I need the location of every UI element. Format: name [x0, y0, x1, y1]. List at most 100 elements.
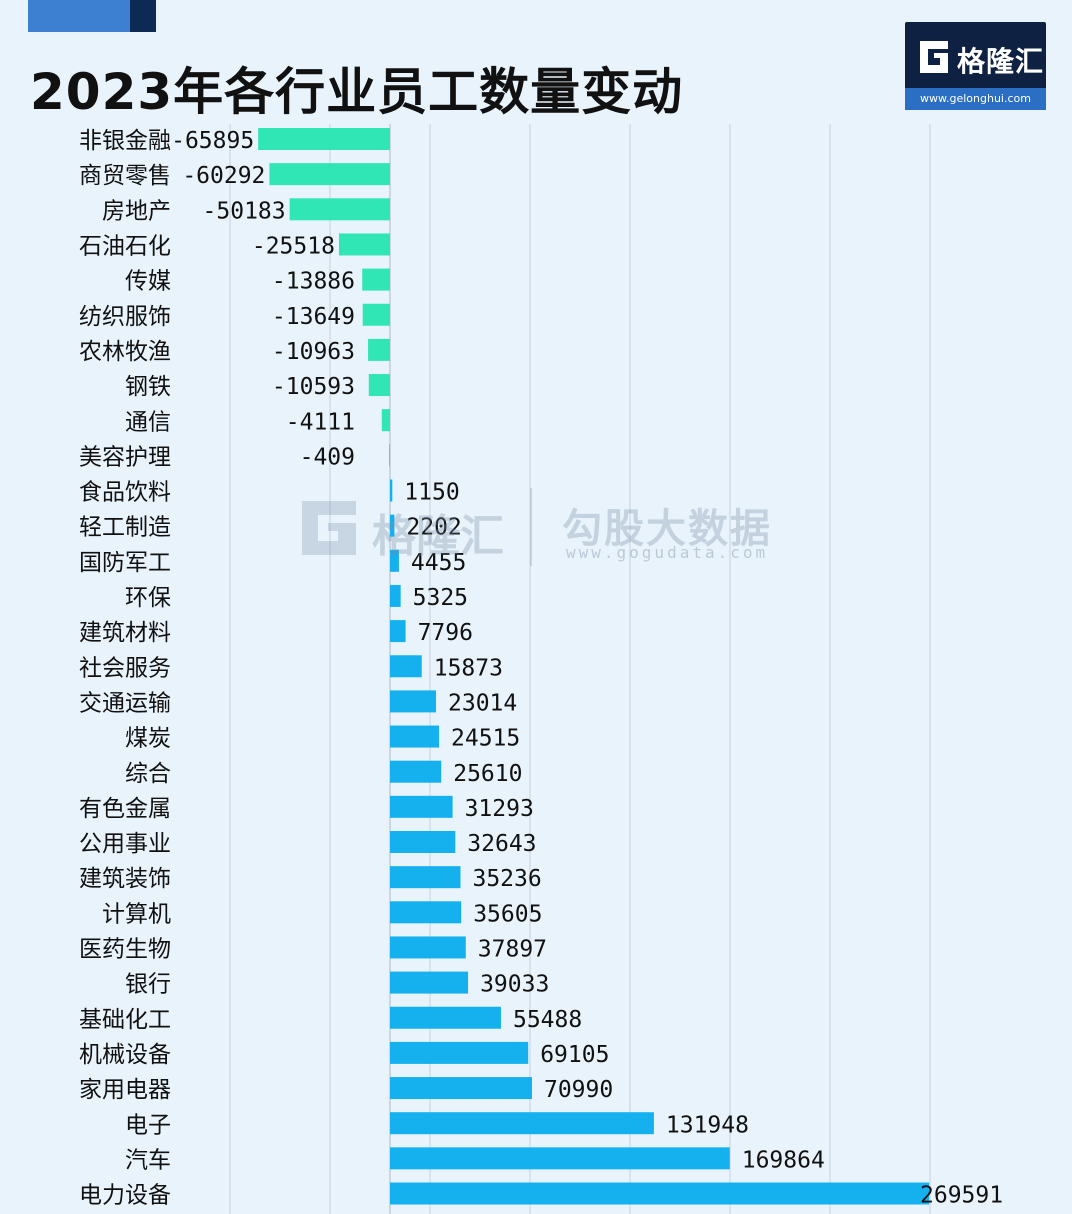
value-label: -13886 — [272, 269, 355, 295]
value-label: 70990 — [544, 1077, 613, 1103]
category-label: 公用事业 — [79, 831, 171, 857]
value-label: 4455 — [411, 550, 466, 576]
value-label: 25610 — [453, 761, 522, 787]
gelonghui-logo: 格隆汇 www.gelonghui.com — [905, 22, 1046, 110]
logo-url: www.gelonghui.com — [905, 88, 1046, 110]
bar-5 — [362, 268, 390, 291]
value-label: -50183 — [203, 198, 286, 224]
value-label: -4111 — [286, 409, 355, 435]
value-label: -10593 — [272, 374, 355, 400]
category-label: 交通运输 — [79, 690, 171, 716]
bar-17 — [390, 690, 437, 713]
bar-21 — [390, 831, 456, 853]
bar-7 — [368, 338, 390, 361]
category-label: 房地产 — [102, 198, 171, 224]
value-label: 15873 — [434, 655, 503, 681]
watermark-g-icon — [302, 501, 356, 555]
category-label: 社会服务 — [79, 655, 171, 681]
category-label: 综合 — [125, 761, 171, 787]
bar-10 — [389, 444, 390, 467]
bar-18 — [390, 725, 440, 748]
bar-11 — [390, 479, 393, 502]
value-label: 169864 — [742, 1147, 825, 1173]
value-label: 1150 — [404, 480, 459, 506]
value-label: 31293 — [465, 796, 534, 822]
bar-27 — [390, 1041, 529, 1064]
value-label: 23014 — [448, 690, 517, 716]
bar-31 — [390, 1182, 930, 1205]
value-label: 2202 — [406, 515, 461, 541]
category-label: 计算机 — [102, 901, 171, 927]
bar-2 — [269, 163, 390, 186]
bar-29 — [390, 1112, 654, 1135]
bar-3 — [289, 198, 390, 221]
bar-1 — [258, 128, 390, 150]
value-label: -10963 — [272, 339, 355, 365]
watermark-name: 格隆汇 — [372, 511, 504, 562]
value-label: -60292 — [182, 163, 265, 189]
chart-title: 2023年各行业员工数量变动 — [30, 63, 684, 121]
category-label: 银行 — [125, 972, 171, 998]
bar-24 — [390, 936, 466, 959]
category-label: 电子 — [125, 1112, 171, 1138]
value-label: -25518 — [252, 234, 335, 260]
category-label: 有色金属 — [79, 796, 171, 822]
bar-15 — [390, 620, 406, 643]
watermark-name-secondary: 勾股大数据 — [562, 506, 772, 552]
value-label: 32643 — [467, 831, 536, 857]
header-accent-bar-dark — [130, 0, 156, 32]
category-label: 传媒 — [125, 269, 171, 295]
value-label: -409 — [300, 444, 355, 470]
value-label: 7796 — [418, 620, 473, 646]
category-label: 石油石化 — [79, 234, 171, 260]
category-label: 通信 — [125, 409, 171, 435]
bar-16 — [390, 655, 422, 678]
watermark-divider — [530, 488, 532, 566]
bar-26 — [390, 1006, 501, 1029]
value-label: 35605 — [473, 901, 542, 927]
bar-14 — [390, 584, 401, 607]
category-label: 机械设备 — [79, 1042, 171, 1068]
category-label: 电力设备 — [79, 1183, 171, 1209]
value-label: 55488 — [513, 1007, 582, 1033]
category-label: 食品饮料 — [79, 480, 171, 506]
category-label: 家用电器 — [79, 1077, 171, 1103]
category-label: 钢铁 — [125, 374, 171, 400]
value-label: 69105 — [540, 1042, 609, 1068]
value-label: 24515 — [451, 726, 520, 752]
value-label: 39033 — [480, 972, 549, 998]
bar-22 — [390, 866, 461, 889]
category-label: 汽车 — [125, 1147, 171, 1173]
value-label: 35236 — [472, 866, 541, 892]
bar-25 — [390, 971, 469, 994]
bar-13 — [390, 549, 399, 572]
category-label: 医药生物 — [79, 937, 171, 963]
bar-28 — [390, 1077, 532, 1100]
category-label: 纺织服饰 — [79, 304, 171, 330]
logo-name: 格隆汇 — [957, 45, 1045, 78]
bar-30 — [390, 1147, 730, 1170]
category-label: 建筑材料 — [79, 620, 171, 646]
category-label: 农林牧渔 — [79, 339, 171, 365]
category-label: 美容护理 — [79, 444, 171, 470]
bar-23 — [390, 901, 462, 924]
value-label: -65895 — [171, 128, 254, 154]
bar-20 — [390, 795, 453, 818]
value-label: 131948 — [666, 1112, 749, 1138]
category-label: 煤炭 — [125, 726, 171, 752]
value-label: 269591 — [920, 1183, 1003, 1209]
category-label: 商贸零售 — [79, 163, 171, 189]
category-label: 基础化工 — [79, 1007, 171, 1033]
watermark-url: www.gogudata.com — [566, 543, 769, 562]
bar-9 — [381, 409, 390, 432]
category-label: 建筑装饰 — [79, 866, 171, 892]
category-label: 环保 — [125, 585, 171, 611]
category-label: 轻工制造 — [79, 515, 171, 541]
bar-19 — [390, 760, 442, 783]
bar-4 — [338, 233, 390, 256]
value-label: -13649 — [272, 304, 355, 330]
category-label: 国防军工 — [79, 550, 171, 576]
value-label: 5325 — [413, 585, 468, 611]
gelonghui-g-icon — [920, 41, 948, 73]
